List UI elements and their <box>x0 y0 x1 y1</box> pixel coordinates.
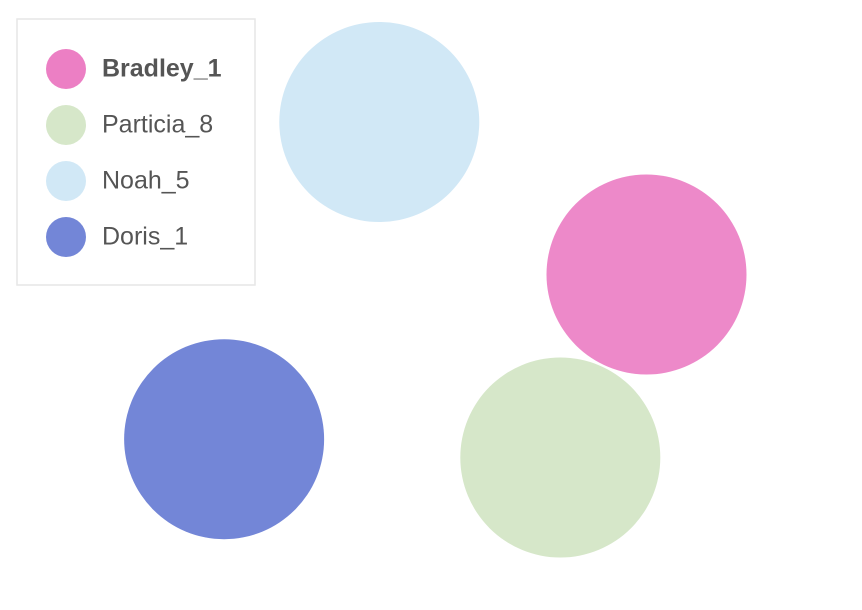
bubble-particia-8[interactable] <box>460 357 661 558</box>
legend-marker <box>46 105 86 145</box>
legend-label: Noah_5 <box>102 167 190 195</box>
legend-label: Doris_1 <box>102 223 188 251</box>
legend-label: Particia_8 <box>102 111 213 139</box>
legend: Bradley_1 Particia_8 Noah_5 Doris_1 <box>16 18 256 286</box>
legend-marker <box>46 161 86 201</box>
legend-item-doris-1[interactable]: Doris_1 <box>46 217 188 257</box>
legend-marker <box>46 49 86 89</box>
legend-item-bradley-1[interactable]: Bradley_1 <box>46 49 222 89</box>
legend-items: Bradley_1 Particia_8 Noah_5 Doris_1 <box>46 49 222 257</box>
bubble-noah-5[interactable] <box>279 22 480 222</box>
legend-marker <box>46 217 86 257</box>
legend-item-particia-8[interactable]: Particia_8 <box>46 105 213 145</box>
legend-label: Bradley_1 <box>102 55 222 83</box>
legend-item-noah-5[interactable]: Noah_5 <box>46 161 190 201</box>
bubble-bradley-1[interactable] <box>546 174 747 375</box>
bubble-doris-1[interactable] <box>124 339 325 540</box>
bubbles-layer <box>124 22 747 558</box>
